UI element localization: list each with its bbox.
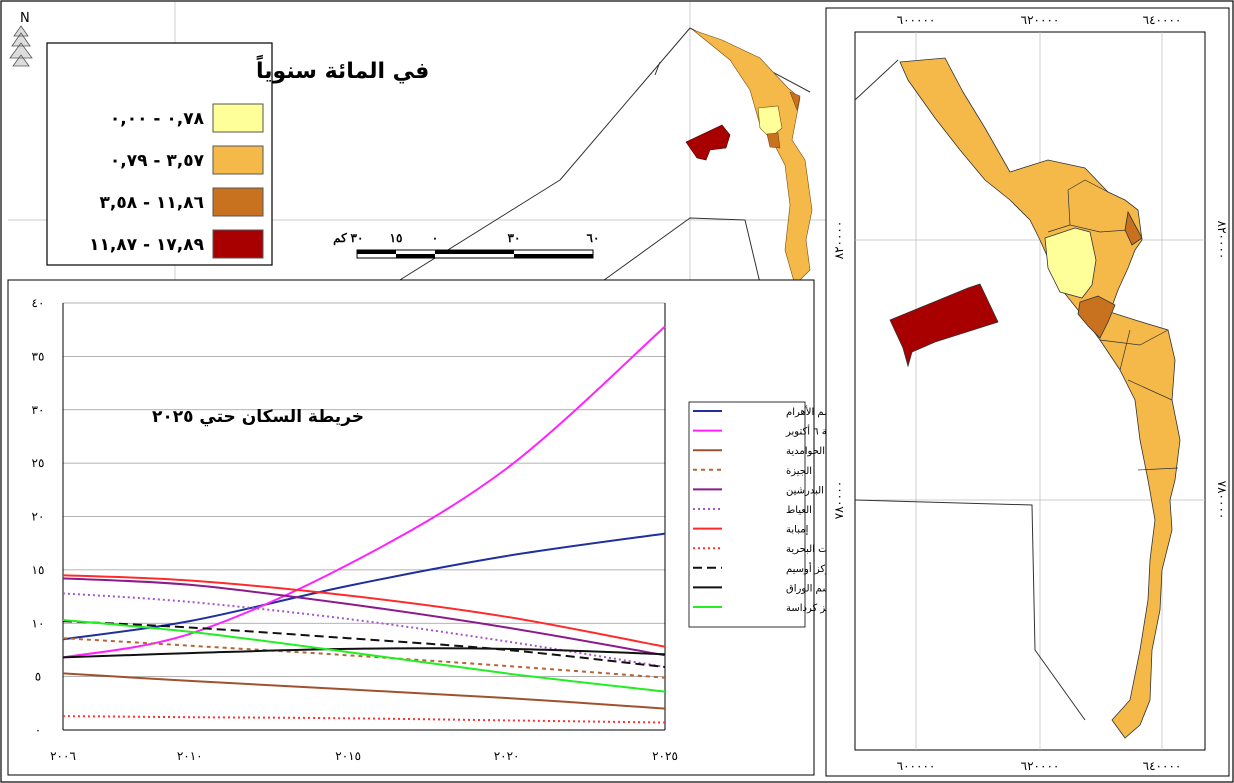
coord-label-top: ٦٠٠٠٠٠ bbox=[897, 13, 936, 27]
coord-label-bottom: ٦٤٠٠٠٠ bbox=[1143, 759, 1182, 773]
y-tick-label: ٥ bbox=[35, 670, 41, 684]
y-tick-label: ١٥ bbox=[32, 563, 45, 577]
series-line bbox=[62, 592, 666, 668]
legend-entry-label: البدرشين bbox=[786, 485, 824, 496]
north-arrow-icon: N bbox=[9, 11, 33, 67]
legend-swatch bbox=[212, 103, 264, 133]
chart-title: خريطة السكان حتي ٢٠٢٥ bbox=[152, 407, 364, 427]
series-line bbox=[62, 325, 666, 659]
detail-boundary-line bbox=[854, 59, 1086, 721]
y-tick-label: ٢٥ bbox=[32, 456, 45, 470]
overview-map bbox=[8, 2, 826, 286]
x-tick-label: ٢٠١٠ bbox=[177, 749, 203, 763]
overview-boundary-line bbox=[394, 27, 811, 284]
detail-map-neatline bbox=[854, 31, 1206, 751]
series-line bbox=[62, 619, 666, 693]
legend-swatch bbox=[212, 145, 264, 175]
y-tick-label: ٢٠ bbox=[32, 510, 45, 524]
legend-class-label: ٣,٥٧ - ٠,٧٩ bbox=[110, 151, 205, 171]
district-brown-south bbox=[1077, 295, 1116, 339]
district-yellow bbox=[1044, 227, 1097, 299]
coord-label-top: ٦٢٠٠٠٠ bbox=[1021, 13, 1060, 27]
y-tick-label: ٣٠ bbox=[32, 403, 45, 417]
coord-label-right: ٨٢٠٠٠٠ bbox=[1215, 221, 1229, 260]
series-line bbox=[62, 647, 666, 659]
y-tick-label: ٣٥ bbox=[32, 349, 45, 363]
scale-label: ٣٠ bbox=[351, 231, 364, 245]
legend-title: في المائة سنوياً bbox=[256, 54, 429, 84]
legend-swatch bbox=[212, 229, 264, 259]
legend-entry-label: مركز أوسيم bbox=[786, 562, 836, 575]
legend-class-label: ١٧,٨٩ - ١١,٨٧ bbox=[89, 235, 204, 255]
legend: في المائة سنوياً ٠,٧٨ - ٠,٠٠ ٣,٥٧ - ٠,٧٩ ١… bbox=[46, 42, 429, 266]
legend-swatch bbox=[212, 187, 264, 217]
legend-entry-label: الحوامدية bbox=[786, 446, 825, 457]
overview-boundary-line-2 bbox=[599, 217, 761, 284]
legend-entry-label: إمبابة bbox=[786, 525, 809, 536]
coord-label-right: ٧٨٠٠٠٠ bbox=[1215, 481, 1229, 520]
series-line bbox=[62, 577, 666, 657]
series-line bbox=[62, 715, 666, 724]
district-inner-lines bbox=[1047, 179, 1179, 471]
legend-entry-label: قسم الأهرام bbox=[786, 405, 838, 418]
series-line bbox=[62, 574, 666, 648]
detail-map: ٦٠٠٠٠٠ ٦٢٠٠٠٠ ٦٤٠٠٠٠ ٦٠٠٠٠٠ ٦٢٠٠٠٠ ٦٤٠٠٠٠ ٨٢٠٠… bbox=[825, 7, 1230, 777]
coord-label-left: ٨٢٠٠٠٠ bbox=[832, 221, 846, 260]
scale-label: ١٥ bbox=[390, 231, 403, 245]
legend-class-label: ٠,٧٨ - ٠,٠٠ bbox=[110, 109, 205, 129]
x-tick-label: ٢٠٢٥ bbox=[652, 749, 678, 763]
legend-entry-label: العياط bbox=[786, 505, 812, 516]
x-tick-label: ٢٠١٥ bbox=[335, 749, 361, 763]
coord-label-bottom: ٦٢٠٠٠٠ bbox=[1021, 759, 1060, 773]
scale-unit: كم bbox=[333, 231, 347, 246]
legend-class-label: ١١,٨٦ - ٣,٥٨ bbox=[100, 193, 204, 213]
series-line bbox=[62, 672, 666, 710]
scale-label: ٠ bbox=[432, 231, 438, 245]
legend-entry-label: مركز كرداسة bbox=[786, 603, 842, 614]
series-line bbox=[62, 620, 666, 668]
overview-governorate-strip bbox=[692, 29, 813, 286]
y-tick-label: ٠ bbox=[35, 723, 41, 737]
district-red bbox=[889, 283, 999, 368]
x-tick-label: ٢٠٢٠ bbox=[494, 749, 520, 763]
overview-brown-district bbox=[766, 132, 781, 149]
scale-label: ٦٠ bbox=[587, 231, 600, 245]
chart-legend-box bbox=[688, 401, 806, 628]
overview-red-district bbox=[685, 124, 731, 161]
y-tick-label: ١٠ bbox=[32, 616, 45, 630]
x-tick-label: ٢٠٠٦ bbox=[50, 749, 76, 763]
coord-label-top: ٦٤٠٠٠٠ bbox=[1143, 13, 1182, 27]
y-tick-label: ٤٠ bbox=[32, 296, 45, 310]
scale-label: ٣٠ bbox=[508, 231, 521, 245]
coord-label-bottom: ٦٠٠٠٠٠ bbox=[897, 759, 936, 773]
north-letter: N bbox=[20, 11, 30, 26]
legend-entry-label: الواحات البحرية bbox=[786, 544, 851, 555]
scale-bar: ٦٠ ٣٠ ٠ ١٥ ٣٠ كم bbox=[333, 231, 600, 259]
coord-label-left: ٧٨٠٠٠٠ bbox=[832, 481, 846, 520]
legend-entry-label: قسم الوراق bbox=[786, 583, 836, 594]
legend-entry-label: الجيزة bbox=[786, 466, 812, 477]
district-brown-north bbox=[1124, 210, 1143, 246]
overview-brown-district-2 bbox=[789, 91, 801, 112]
